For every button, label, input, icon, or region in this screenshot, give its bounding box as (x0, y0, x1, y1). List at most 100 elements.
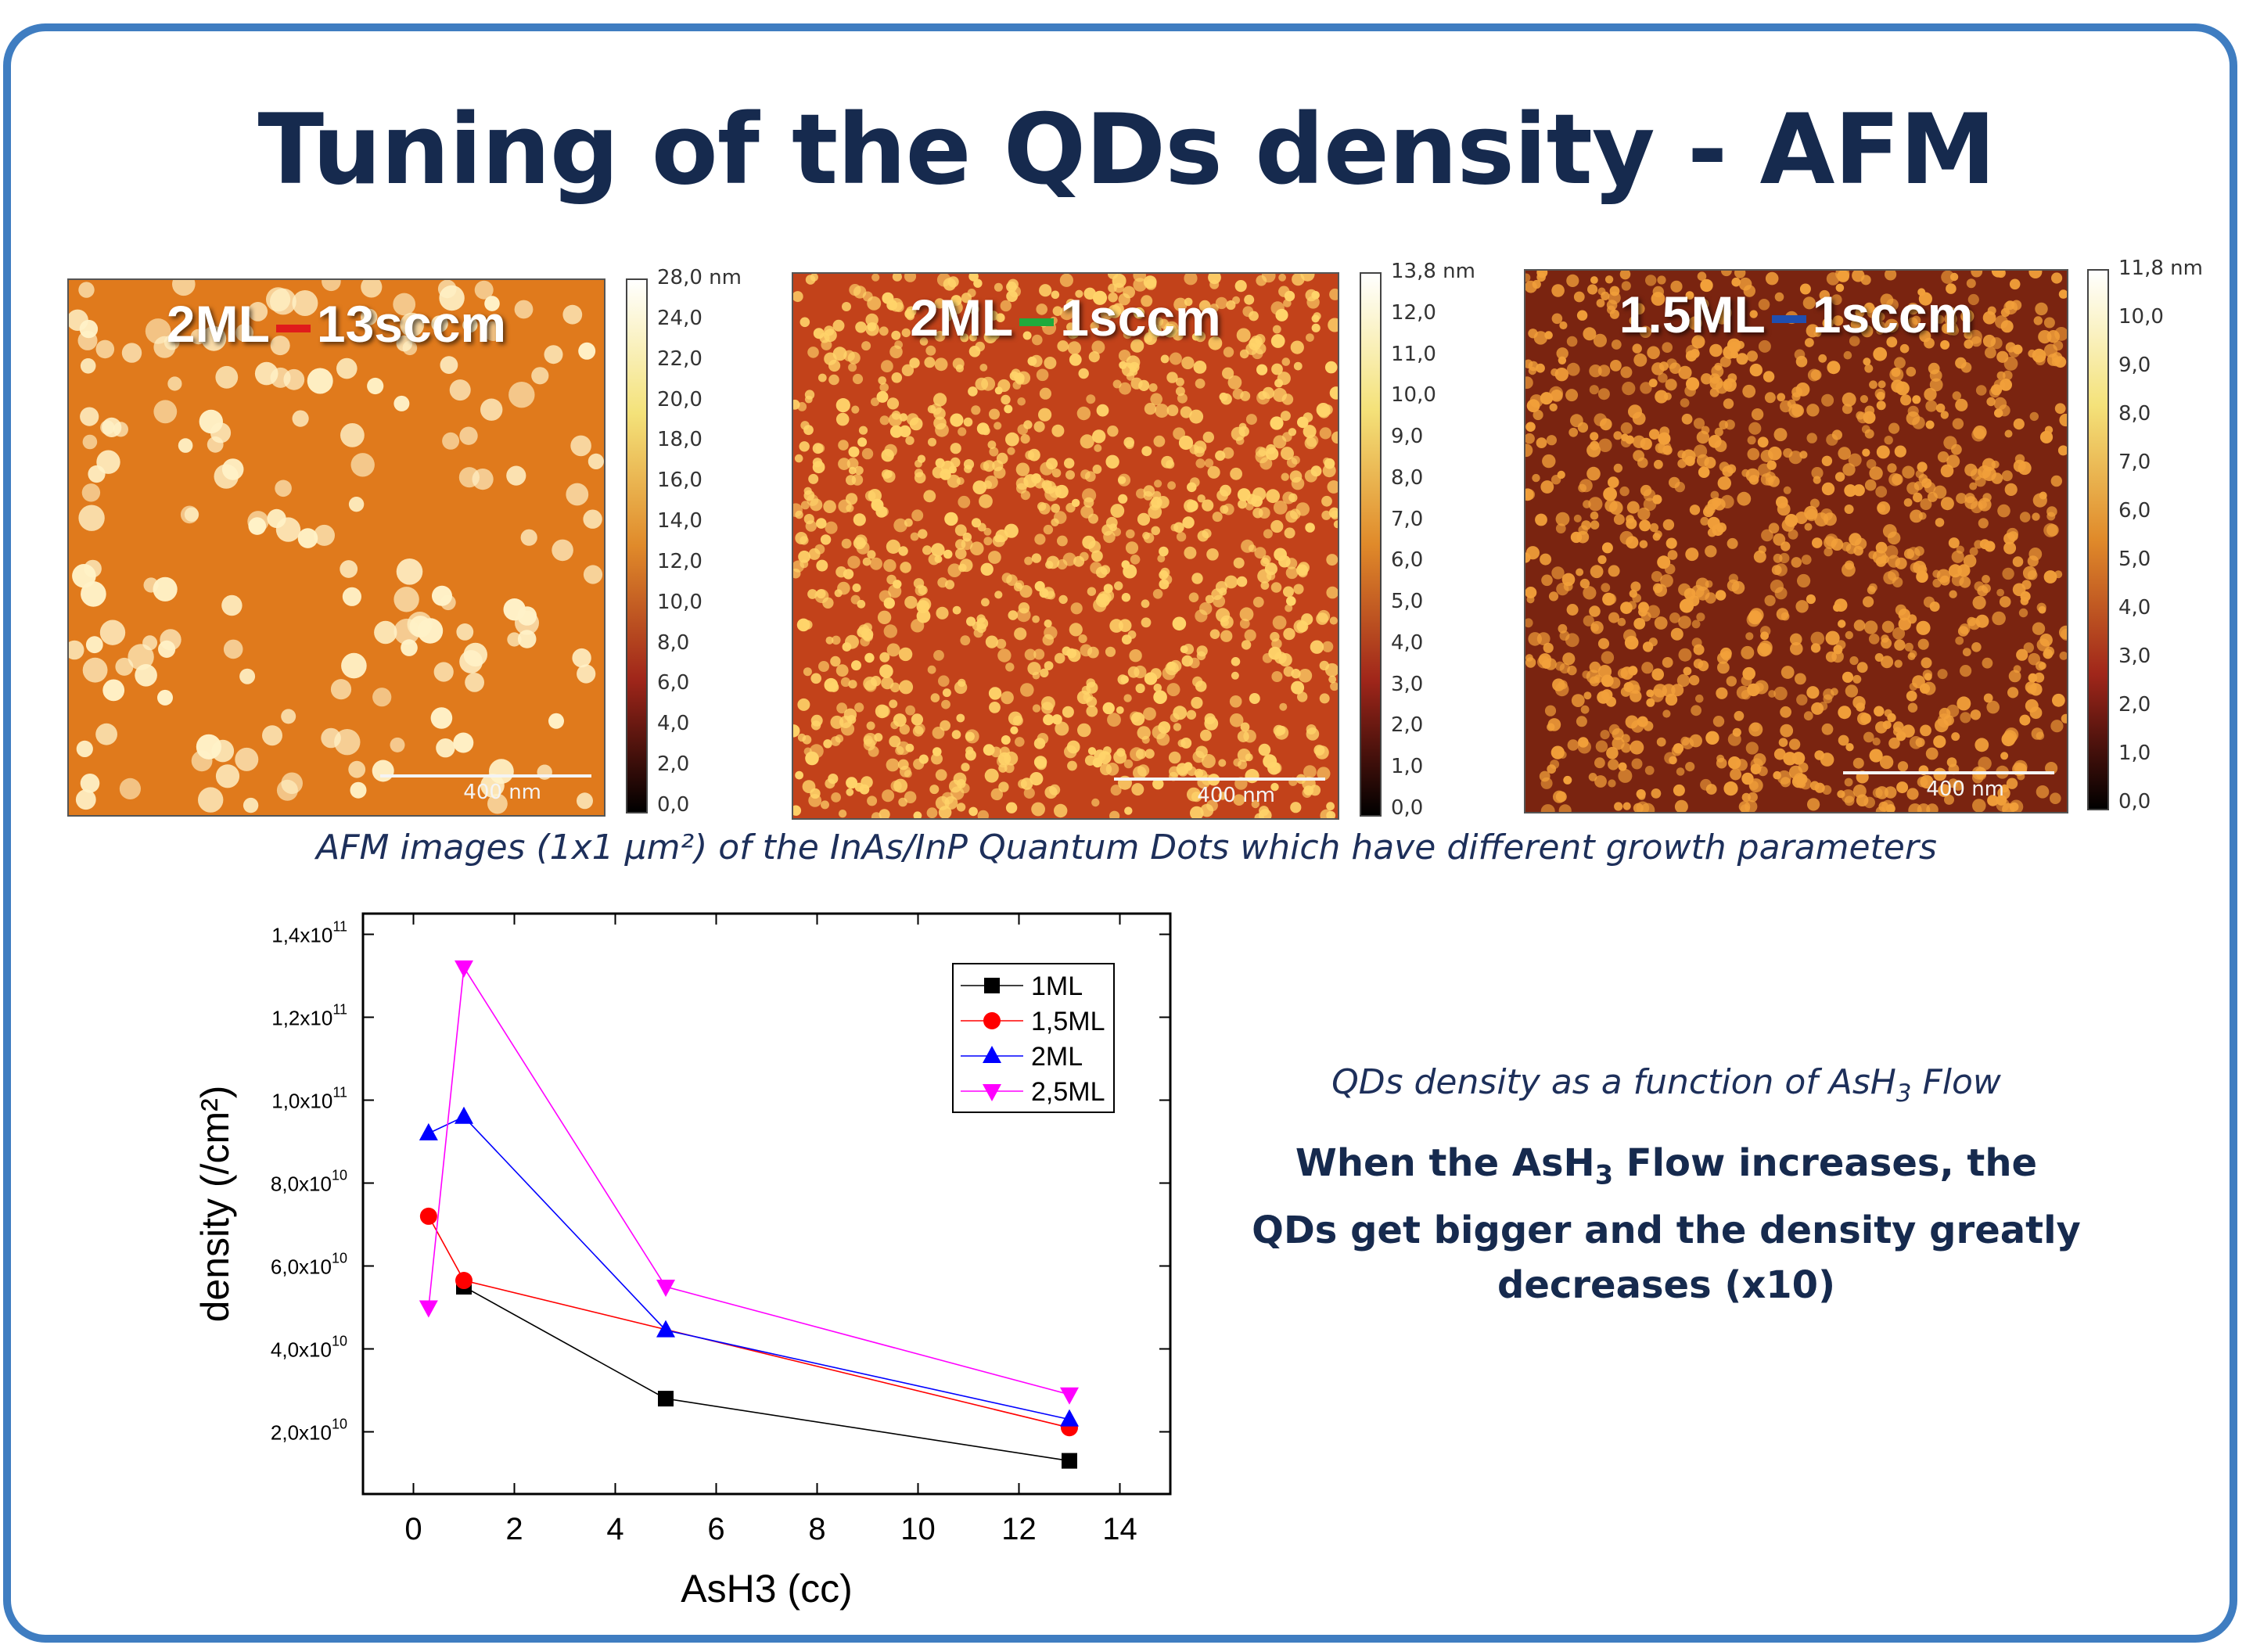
colorbar-tick-label: 9,0 (2118, 354, 2151, 377)
colorbar-tick-label: 24,0 (657, 306, 702, 330)
slide-title: Tuning of the QDs density - AFM (257, 94, 1996, 206)
colorbar-tick-label: 4,0 (1391, 630, 1424, 655)
data-point (419, 1207, 437, 1225)
data-point (419, 1300, 438, 1318)
colorbar-tick-label: 5,0 (2118, 548, 2151, 571)
legend-label: 1ML (1031, 971, 1083, 1001)
series-color-dash (275, 324, 311, 332)
scale-bar (1843, 771, 2054, 774)
y-axis-label: density (/cm²) (193, 1086, 237, 1323)
colorbar-tick-label: 4,0 (2118, 596, 2151, 620)
afm-label-thickness: 1.5ML (1619, 286, 1766, 343)
colorbar-tick-label: 12,0 (1391, 300, 1436, 325)
colorbar-tick-label: 11,0 (1391, 342, 1436, 366)
afm-label-flow: 1sccm (1812, 286, 1974, 343)
colorbar-tick-label: 2,0 (657, 752, 690, 777)
colorbar-tick-label: 22,0 (657, 347, 702, 371)
series-color-dash (1019, 318, 1055, 326)
colorbar-tick-label: 0,0 (2118, 790, 2151, 813)
colorbar (626, 278, 648, 813)
colorbar-tick-label: 20,0 (657, 387, 702, 411)
data-point (1060, 1409, 1079, 1427)
colorbar-tick-label: 1,0 (1391, 755, 1424, 779)
y-tick-label: 8,0x1010 (271, 1168, 347, 1196)
x-axis-label: AsH3 (cc) (681, 1567, 852, 1611)
legend-box (952, 963, 1115, 1113)
colorbar-tick-label: 18,0 (657, 428, 702, 452)
scale-bar-label: 400 nm (463, 781, 541, 804)
x-tick-label: 6 (707, 1512, 724, 1546)
colorbar-tick-label: 5,0 (1391, 590, 1424, 614)
legend-label: 2,5ML (1031, 1077, 1105, 1107)
colorbar-tick-label: 11,8 nm (2118, 257, 2203, 280)
conclusion-text: When the AsH3 Flow increases, the QDs ge… (1252, 1141, 2081, 1307)
y-tick-label: 6,0x1010 (271, 1251, 347, 1279)
colorbar-tick-label: 28,0 nm (657, 266, 742, 289)
colorbar-tick-label: 10,0 (657, 590, 702, 614)
colorbar-tick-label: 10,0 (1391, 383, 1436, 408)
x-tick-label: 12 (1001, 1512, 1037, 1546)
afm-image-label: 2ML 13sccm (69, 294, 604, 354)
data-point (1062, 1453, 1077, 1469)
plot-frame (361, 912, 1172, 1496)
x-tick-label: 0 (404, 1512, 422, 1546)
colorbar-tick-label: 1,0 (2118, 742, 2151, 765)
series-color-dash (1771, 314, 1806, 323)
colorbar-tick-label: 0,0 (657, 793, 690, 817)
colorbar-tick-label: 6,0 (657, 671, 690, 695)
chart-description: QDs density as a function of AsH3 Flow (1331, 1062, 2001, 1108)
afm-image: 1.5ML 1sccm 400 nm (1524, 269, 2068, 813)
afm-label-flow: 1sccm (1060, 289, 1221, 347)
scale-bar (1114, 778, 1325, 781)
density-chart: 0 2 4 6 8 10 12 14 2,0x1010 4,0x1010 6,0x1010 8,0x1… (193, 912, 1172, 1611)
data-point (656, 1280, 675, 1297)
afm-caption: AFM images (1x1 µm²) of the InAs/InP Qua… (316, 828, 1937, 867)
colorbar-tick-label: 2,0 (2118, 693, 2151, 716)
x-tick-label: 14 (1102, 1512, 1137, 1546)
colorbar-tick-label: 6,0 (2118, 499, 2151, 523)
data-point (455, 1272, 473, 1290)
data-point (455, 960, 473, 978)
y-tick-label: 2,0x1010 (271, 1417, 347, 1445)
data-point (656, 1320, 675, 1338)
colorbar-tick-label: 13,8 nm (1391, 260, 1475, 283)
colorbar-tick-label: 8,0 (1391, 465, 1424, 490)
colorbar (2087, 269, 2109, 810)
data-point (658, 1391, 674, 1407)
colorbar-tick-label: 8,0 (2118, 402, 2151, 426)
x-tick-label: 4 (606, 1512, 623, 1546)
colorbar-tick-label: 7,0 (2118, 451, 2151, 474)
scale-bar-label: 400 nm (1197, 784, 1275, 807)
afm-label-thickness: 2ML (166, 295, 270, 353)
afm-label-flow: 13sccm (316, 295, 507, 353)
colorbar (1360, 272, 1382, 817)
series-line (428, 965, 1070, 1395)
afm-label-thickness: 2ML (910, 289, 1014, 347)
y-tick-label: 1,4x1011 (271, 919, 347, 947)
scale-bar-label: 400 nm (1926, 778, 2004, 801)
x-tick-label: 10 (900, 1512, 936, 1546)
x-tick-label: 8 (808, 1512, 825, 1546)
colorbar-tick-label: 4,0 (657, 712, 690, 736)
data-point (455, 1106, 473, 1124)
colorbar-tick-label: 10,0 (2118, 305, 2164, 329)
y-tick-label: 1,2x1011 (271, 1002, 347, 1030)
series-line (428, 1216, 1070, 1428)
colorbar-tick-label: 6,0 (1391, 548, 1424, 573)
legend-marker (983, 1012, 1001, 1029)
scale-bar (380, 774, 591, 778)
colorbar-tick-label: 0,0 (1391, 796, 1424, 820)
y-tick-label: 1,0x1011 (271, 1085, 347, 1113)
afm-image-label: 2ML 1sccm (793, 288, 1338, 347)
slide-frame (3, 23, 2237, 1643)
afm-image: 2ML 1sccm 400 nm (792, 272, 1339, 820)
legend-label: 2ML (1031, 1042, 1083, 1072)
colorbar-tick-label: 8,0 (657, 630, 690, 655)
legend-marker (983, 1046, 1001, 1063)
legend-marker (984, 978, 1000, 993)
series-line (463, 1286, 1070, 1462)
series-line (428, 1115, 1070, 1420)
colorbar-tick-label: 12,0 (657, 549, 702, 573)
colorbar-tick-label: 7,0 (1391, 507, 1424, 531)
colorbar-tick-label: 2,0 (1391, 713, 1424, 738)
